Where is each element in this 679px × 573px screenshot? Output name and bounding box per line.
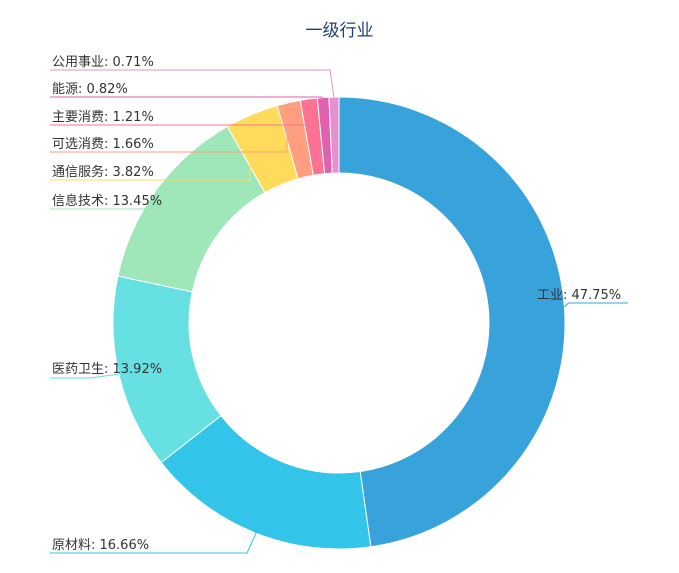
leader-line-8: [50, 96, 324, 99]
slice-label-1: 工业: 47.75%: [537, 288, 621, 303]
leader-lines: [50, 69, 628, 554]
leader-line-7: [50, 98, 310, 126]
slice-label-7: 主要消费: 1.21%: [52, 110, 154, 125]
slice-label-3: 医药卫生: 13.92%: [52, 362, 162, 377]
slice-label-8: 能源: 0.82%: [52, 82, 128, 97]
leader-line-6: [50, 102, 290, 153]
leader-line-5: [50, 114, 253, 181]
slice-9[interactable]: [328, 96, 340, 174]
leader-line-1: [564, 302, 628, 308]
slice-label-9: 公用事业: 0.71%: [52, 55, 154, 70]
leader-line-2: [50, 530, 258, 554]
chart-title: 一级行业: [305, 21, 374, 41]
slice-label-6: 可选消费: 1.66%: [52, 137, 154, 152]
slice-1[interactable]: [338, 96, 566, 548]
slice-label-5: 通信服务: 3.82%: [52, 164, 154, 180]
slices: [112, 96, 566, 550]
leader-line-9: [50, 69, 335, 98]
leader-line-4: [50, 189, 158, 210]
slice-label-4: 信息技术: 13.45%: [52, 193, 162, 209]
leader-line-3: [50, 373, 119, 379]
slice-label-2: 原材料: 16.66%: [52, 538, 149, 553]
slice-labels: 工业: 47.75% 原材料: 16.66% 医药卫生: 13.92% 信息技术: 1…: [52, 55, 621, 553]
